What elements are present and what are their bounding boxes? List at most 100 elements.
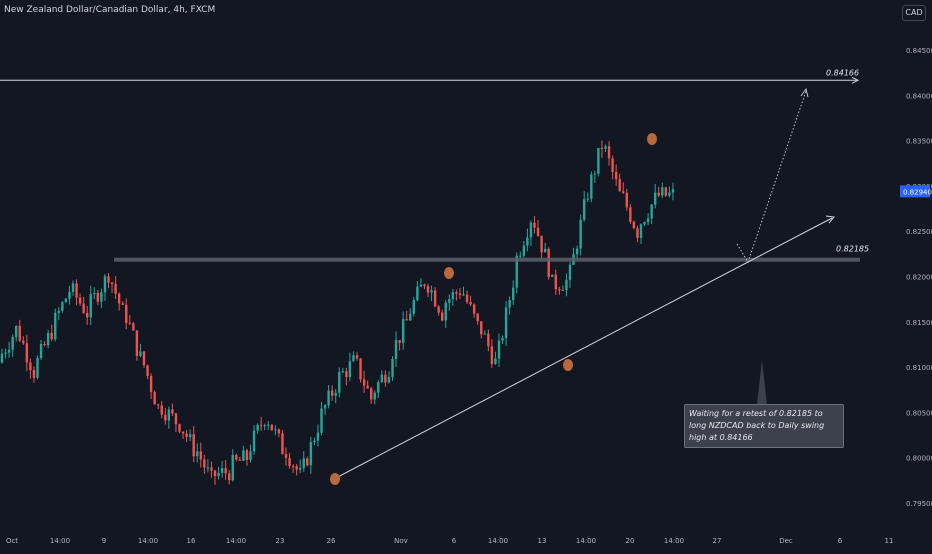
- candle-body: [114, 284, 117, 294]
- candle-body: [497, 340, 501, 359]
- candle-body: [174, 413, 178, 425]
- candle-body: [82, 303, 85, 313]
- candle-body: [579, 219, 582, 249]
- candle-body: [57, 310, 60, 313]
- candle-body: [107, 276, 110, 283]
- candle-body: [96, 292, 100, 302]
- candle-body: [590, 174, 593, 199]
- candle-body: [455, 292, 458, 294]
- candle-body: [646, 218, 650, 223]
- candle-body: [575, 248, 579, 255]
- candle-body: [441, 312, 444, 321]
- candle-body: [7, 349, 11, 353]
- candle-body: [142, 351, 146, 366]
- candle-body: [597, 147, 600, 174]
- candle-body: [565, 279, 568, 291]
- swing-high-arrowhead: [851, 76, 860, 84]
- candle-body: [103, 276, 107, 293]
- candle-body: [217, 472, 220, 477]
- candle-body: [394, 340, 398, 359]
- candle-body: [366, 385, 369, 389]
- candle-body: [426, 286, 430, 293]
- candle-body: [437, 306, 440, 313]
- candle-body: [316, 432, 320, 441]
- candle-body: [600, 147, 604, 149]
- candle-body: [533, 222, 536, 228]
- candle-body: [306, 458, 309, 466]
- candle-body: [345, 371, 348, 377]
- candle-body: [167, 409, 171, 421]
- candle-body: [75, 283, 78, 298]
- candle-body: [46, 333, 50, 346]
- candle-body: [86, 312, 89, 318]
- candle-body: [462, 294, 465, 296]
- candle-body: [139, 351, 142, 356]
- candle-body: [206, 467, 210, 469]
- last-price-label: 0.82940: [903, 188, 932, 196]
- candle-body: [348, 361, 352, 377]
- price-axis: 0.845000.840000.835000.830000.825000.820…: [896, 0, 932, 550]
- x-tick-label: 20: [626, 537, 635, 545]
- candle-body: [384, 374, 387, 383]
- candle-body: [224, 468, 227, 474]
- x-tick-label: Dec: [779, 537, 793, 545]
- candle-body: [196, 451, 199, 457]
- candle-body: [178, 424, 181, 432]
- candle-body: [78, 297, 82, 304]
- candle-body: [135, 330, 139, 356]
- candle-body: [320, 408, 323, 433]
- retest-level-label: 0.82185: [836, 245, 869, 254]
- x-tick-label: 27: [713, 537, 722, 545]
- candle-body: [213, 470, 217, 477]
- candle-body: [614, 171, 618, 180]
- candle-body: [377, 382, 380, 393]
- candle-body: [39, 344, 43, 358]
- candle-body: [643, 222, 646, 225]
- swing-point-marker: [647, 133, 657, 145]
- candle-body: [117, 293, 121, 304]
- candle-body: [153, 391, 156, 405]
- candle-body: [341, 371, 344, 373]
- trade-note-callout[interactable]: Waiting for a retest of 0.82185 to long …: [684, 404, 844, 448]
- x-tick-label: 16: [187, 537, 196, 545]
- candle-body: [501, 338, 504, 341]
- candle-body: [295, 466, 298, 470]
- candle-body: [231, 455, 234, 481]
- candle-body: [373, 392, 376, 400]
- candle-body: [338, 372, 341, 393]
- candle-body: [558, 289, 561, 291]
- candle-body: [593, 173, 597, 175]
- candle-body: [625, 192, 628, 208]
- candle-body: [146, 365, 149, 377]
- candle-body: [270, 424, 273, 431]
- candle-body: [323, 405, 327, 409]
- candle-body: [586, 198, 589, 200]
- candle-body: [54, 312, 57, 340]
- projection-path: [736, 90, 807, 264]
- projection-arrowhead: [800, 87, 809, 98]
- candle-body: [650, 204, 653, 219]
- candle-body: [629, 207, 632, 222]
- x-tick-label: 14:00: [488, 537, 508, 545]
- candle-body: [632, 221, 636, 229]
- x-tick-label: 26: [327, 537, 336, 545]
- candle-body: [561, 290, 565, 292]
- candle-body: [515, 255, 518, 288]
- candle-body: [448, 299, 451, 303]
- candle-body: [607, 146, 611, 159]
- price-axis-panel: [896, 0, 932, 550]
- candle-body: [536, 227, 540, 236]
- candle-body: [15, 325, 18, 337]
- currency-button[interactable]: CAD: [902, 5, 926, 21]
- time-axis: Oct 14:00 9 14:00 16 14:00 23 26 Nov 6 14:00 13 14:0…: [0, 528, 932, 550]
- candle-body: [519, 255, 522, 257]
- candle-body: [185, 433, 188, 438]
- candle-body: [451, 292, 455, 300]
- x-tick-label: 14:00: [50, 537, 70, 545]
- swing-point-marker: [563, 359, 573, 371]
- candle-body: [327, 390, 330, 406]
